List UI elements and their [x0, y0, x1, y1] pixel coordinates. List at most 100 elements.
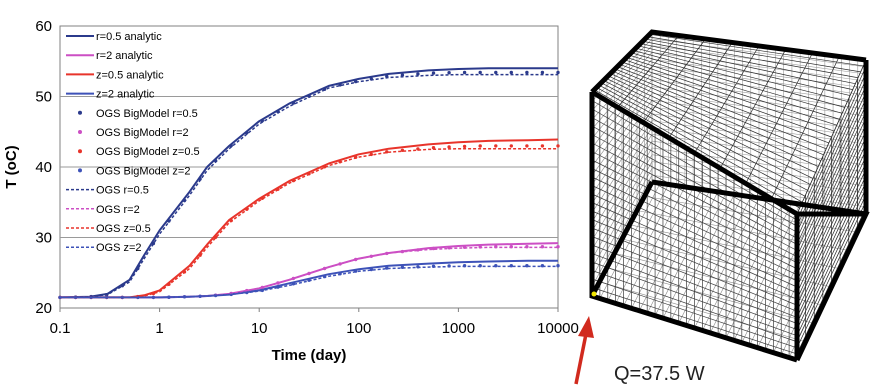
- legend-entry: OGS r=0.5: [66, 185, 149, 197]
- mesh-line: [591, 159, 798, 263]
- heat-source-label: Q=37.5 W: [614, 363, 705, 385]
- chart: 0.1 1 10 100 1000 10000 20 30 40 50 60 Time (day)…: [3, 18, 579, 364]
- mesh-line: [651, 168, 867, 201]
- series-3: [60, 259, 558, 299]
- legend-swatch: [78, 149, 82, 154]
- mesh-line: [591, 38, 653, 102]
- data-point: [509, 70, 513, 75]
- mesh-line: [591, 154, 653, 260]
- series-line: [59, 73, 558, 299]
- mesh-line: [796, 72, 867, 227]
- heat-source-point: [591, 291, 597, 297]
- legend-entry: OGS BigModel r=2: [78, 127, 189, 139]
- mesh-line: [796, 124, 867, 275]
- mesh-line: [796, 156, 867, 306]
- data-point: [167, 295, 171, 299]
- x-tick-label: 1000: [442, 320, 475, 337]
- data-point: [260, 119, 264, 123]
- mesh-line: [796, 91, 867, 245]
- mesh-line: [651, 65, 867, 96]
- mesh-line: [591, 210, 798, 300]
- y-axis-title: T (oC): [3, 145, 20, 188]
- legend-entry: z=2 analytic: [66, 89, 155, 101]
- data-point: [431, 71, 436, 75]
- mesh-line: [591, 236, 798, 318]
- x-tick-label: 0.1: [50, 320, 71, 337]
- data-point: [540, 144, 545, 148]
- legend-label: r=0.5 analytic: [96, 31, 162, 43]
- data-point: [229, 143, 233, 148]
- mesh-line: [636, 210, 849, 251]
- mesh-line: [651, 86, 867, 117]
- series-10: [60, 147, 558, 299]
- legend-entry: OGS r=2: [66, 204, 140, 216]
- legend-swatch: [78, 110, 82, 115]
- x-tick-label: 100: [346, 320, 371, 337]
- mesh-line: [745, 52, 813, 184]
- data-point: [525, 144, 529, 148]
- mesh-line: [617, 35, 680, 108]
- mesh-line: [591, 278, 798, 349]
- mesh-line: [796, 201, 867, 348]
- legend-swatch: [78, 168, 82, 173]
- data-point: [462, 70, 467, 75]
- data-point: [540, 70, 545, 75]
- y-tick-label: 50: [35, 89, 52, 106]
- data-point: [462, 144, 467, 149]
- series-layer: [58, 67, 560, 300]
- mesh-line: [796, 117, 867, 269]
- legend-label: OGS z=0.5: [96, 223, 151, 235]
- data-point: [494, 144, 498, 148]
- mesh-line: [591, 117, 798, 233]
- y-tick-label: 40: [35, 159, 52, 176]
- mesh-line: [591, 168, 798, 270]
- mesh-line: [651, 99, 867, 131]
- mesh-line: [796, 175, 867, 324]
- data-point: [494, 70, 498, 75]
- mesh-line: [591, 202, 798, 294]
- legend-label: OGS z=2: [96, 242, 142, 254]
- mesh-line: [591, 227, 798, 312]
- legend-label: OGS BigModel r=0.5: [96, 108, 198, 120]
- series-line: [60, 265, 558, 299]
- legend-label: r=2 analytic: [96, 50, 153, 62]
- mesh-line: [651, 161, 867, 194]
- data-point: [478, 70, 482, 75]
- mesh-line: [796, 162, 867, 312]
- mesh-line: [591, 161, 653, 269]
- data-point: [151, 295, 156, 300]
- mesh-line: [591, 244, 798, 324]
- mesh-line: [591, 176, 798, 276]
- legend-entry: z=0.5 analytic: [66, 69, 164, 81]
- data-point: [447, 145, 451, 149]
- data-point: [182, 295, 187, 299]
- mesh-line: [796, 207, 867, 355]
- data-point: [478, 144, 482, 148]
- mesh-line: [668, 42, 733, 138]
- mesh-line: [591, 59, 653, 130]
- x-tick-label: 10000: [537, 320, 579, 337]
- mesh-line: [591, 270, 798, 343]
- y-tick-label: 20: [35, 300, 52, 317]
- mesh-line: [651, 106, 867, 138]
- data-point: [416, 72, 420, 76]
- y-tick-labels: 20 30 40 50 60: [35, 18, 52, 317]
- series-8: [59, 73, 558, 299]
- legend-entry: OGS z=0.5: [66, 223, 151, 235]
- mesh-line: [591, 125, 798, 239]
- mesh-line: [796, 149, 867, 300]
- mesh-line: [591, 147, 653, 250]
- data-point: [509, 144, 513, 148]
- mesh-line: [591, 253, 798, 330]
- mesh-cube-illustration: [589, 29, 870, 363]
- heat-source-arrow: [574, 316, 594, 385]
- y-tick-label: 60: [35, 18, 52, 35]
- mesh-line: [651, 147, 867, 180]
- legend-entry: OGS BigModel z=2: [78, 165, 190, 177]
- mesh-line: [719, 49, 787, 169]
- mesh-line: [796, 104, 867, 257]
- data-point: [447, 71, 451, 75]
- data-point: [291, 101, 296, 105]
- data-point: [556, 70, 560, 75]
- mesh-line: [591, 142, 798, 251]
